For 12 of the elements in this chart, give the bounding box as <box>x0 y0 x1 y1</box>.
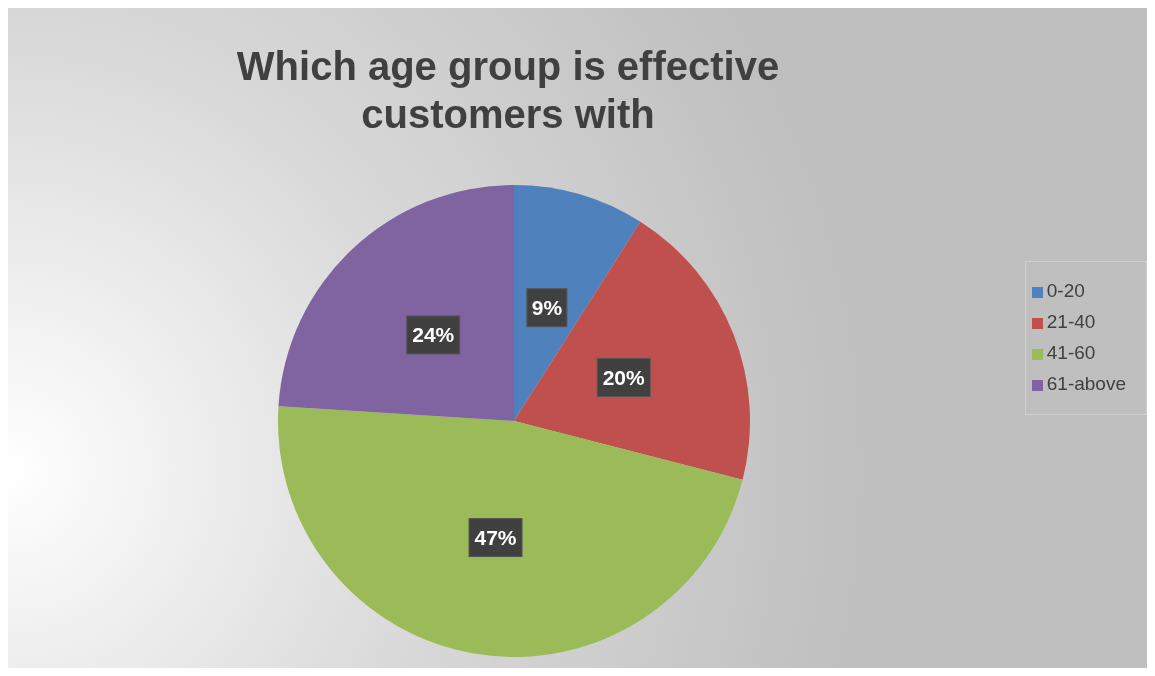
data-label: 47% <box>474 526 517 550</box>
data-label: 9% <box>531 296 563 320</box>
pie-slice <box>278 406 743 657</box>
data-label: 24% <box>412 323 455 347</box>
data-label: 20% <box>602 366 646 390</box>
pie-slice <box>514 221 750 480</box>
legend-label: 21-40 <box>1046 311 1096 332</box>
pie-slice <box>278 185 514 421</box>
legend-label: 0-20 <box>1046 280 1085 301</box>
chart-title: Which age group is effective customers with <box>235 43 781 138</box>
legend-label: 61-above <box>1046 373 1126 394</box>
legend-label: 41-60 <box>1046 342 1096 363</box>
